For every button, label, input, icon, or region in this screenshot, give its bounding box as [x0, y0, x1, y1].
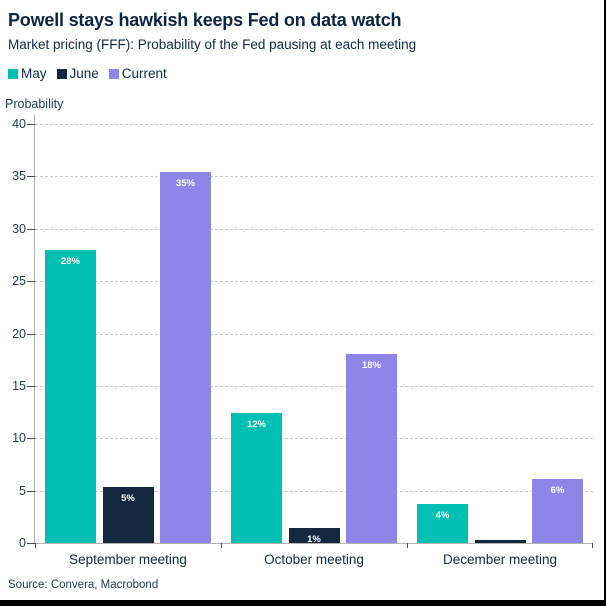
x-category-label: September meeting — [69, 552, 187, 567]
x-axis-tick — [35, 543, 36, 548]
legend: May June Current — [8, 66, 167, 81]
y-axis-tick — [27, 490, 35, 492]
y-axis-tick — [27, 385, 35, 387]
gridline-10 — [35, 438, 593, 440]
y-tick-label: 20 — [12, 326, 26, 341]
y-tick-label: 5 — [19, 483, 26, 498]
x-axis-tick — [407, 543, 408, 548]
y-axis-tick — [27, 281, 35, 283]
legend-item-may: May — [8, 66, 47, 81]
y-tick-label: 35 — [12, 169, 26, 184]
y-tick-label: 15 — [12, 378, 26, 393]
bar-value-label: 28% — [60, 255, 80, 267]
y-tick-label: 10 — [12, 431, 26, 446]
x-axis-line — [35, 543, 593, 544]
legend-item-current: Current — [108, 66, 167, 81]
bar-june-september — [102, 487, 154, 543]
y-tick-label: 30 — [12, 221, 26, 236]
bar-value-label: 18% — [361, 360, 381, 372]
gridline-40 — [35, 124, 593, 125]
bar-current-october — [346, 354, 397, 543]
bar-current-september — [160, 172, 211, 543]
legend-swatch-icon — [108, 68, 119, 79]
bar-may-october — [231, 413, 282, 543]
gridline-20 — [35, 333, 593, 335]
y-axis-tick — [27, 124, 35, 125]
gridline-25 — [35, 281, 593, 283]
source-note: Source: Convera, Macrobond — [8, 579, 159, 591]
bar-value-label: 4% — [435, 510, 450, 522]
gridline-15 — [35, 385, 593, 387]
bar-may-december — [417, 504, 468, 543]
y-axis-tick — [27, 438, 35, 440]
gridline-35 — [35, 176, 593, 178]
bar-value-label: 35% — [175, 178, 195, 190]
y-axis-line — [34, 115, 35, 543]
bar-june-december — [474, 539, 526, 543]
x-category-label: December meeting — [442, 552, 558, 567]
bar-may-september — [45, 249, 96, 543]
bar-value-label: 1% — [307, 534, 321, 546]
y-axis-tick — [27, 228, 35, 230]
x-category-label: October meeting — [264, 552, 364, 567]
legend-label: Current — [121, 66, 167, 81]
x-axis-tick — [221, 543, 222, 548]
bar-current-december — [532, 479, 583, 543]
legend-swatch-icon — [8, 68, 18, 79]
gridline-30 — [35, 228, 593, 230]
y-tick-label: 25 — [12, 274, 26, 289]
y-tick-label: 0 — [19, 536, 26, 550]
chart-subtitle: Market pricing (FFF): Probability of the… — [8, 37, 417, 52]
y-axis-tick — [27, 543, 35, 544]
y-axis-tick — [27, 176, 35, 178]
bar-june-october — [288, 528, 340, 543]
chart-title: Powell stays hawkish keeps Fed on data w… — [8, 10, 402, 30]
legend-label: June — [69, 66, 99, 81]
bar-value-label: 12% — [246, 419, 266, 431]
gridline-5 — [35, 490, 593, 492]
y-axis-title: Probability — [5, 97, 64, 111]
legend-label: May — [21, 66, 47, 81]
bar-value-label: 5% — [121, 493, 135, 505]
plot-area: 0 5 10 15 20 25 30 35 40 September meeting October… — [12, 115, 593, 567]
legend-swatch-icon — [56, 68, 67, 79]
legend-item-june: June — [56, 66, 99, 81]
x-axis-tick — [592, 543, 593, 548]
y-tick-label: 40 — [12, 117, 26, 131]
bar-value-label: 6% — [550, 485, 565, 497]
y-axis-tick — [27, 333, 35, 335]
